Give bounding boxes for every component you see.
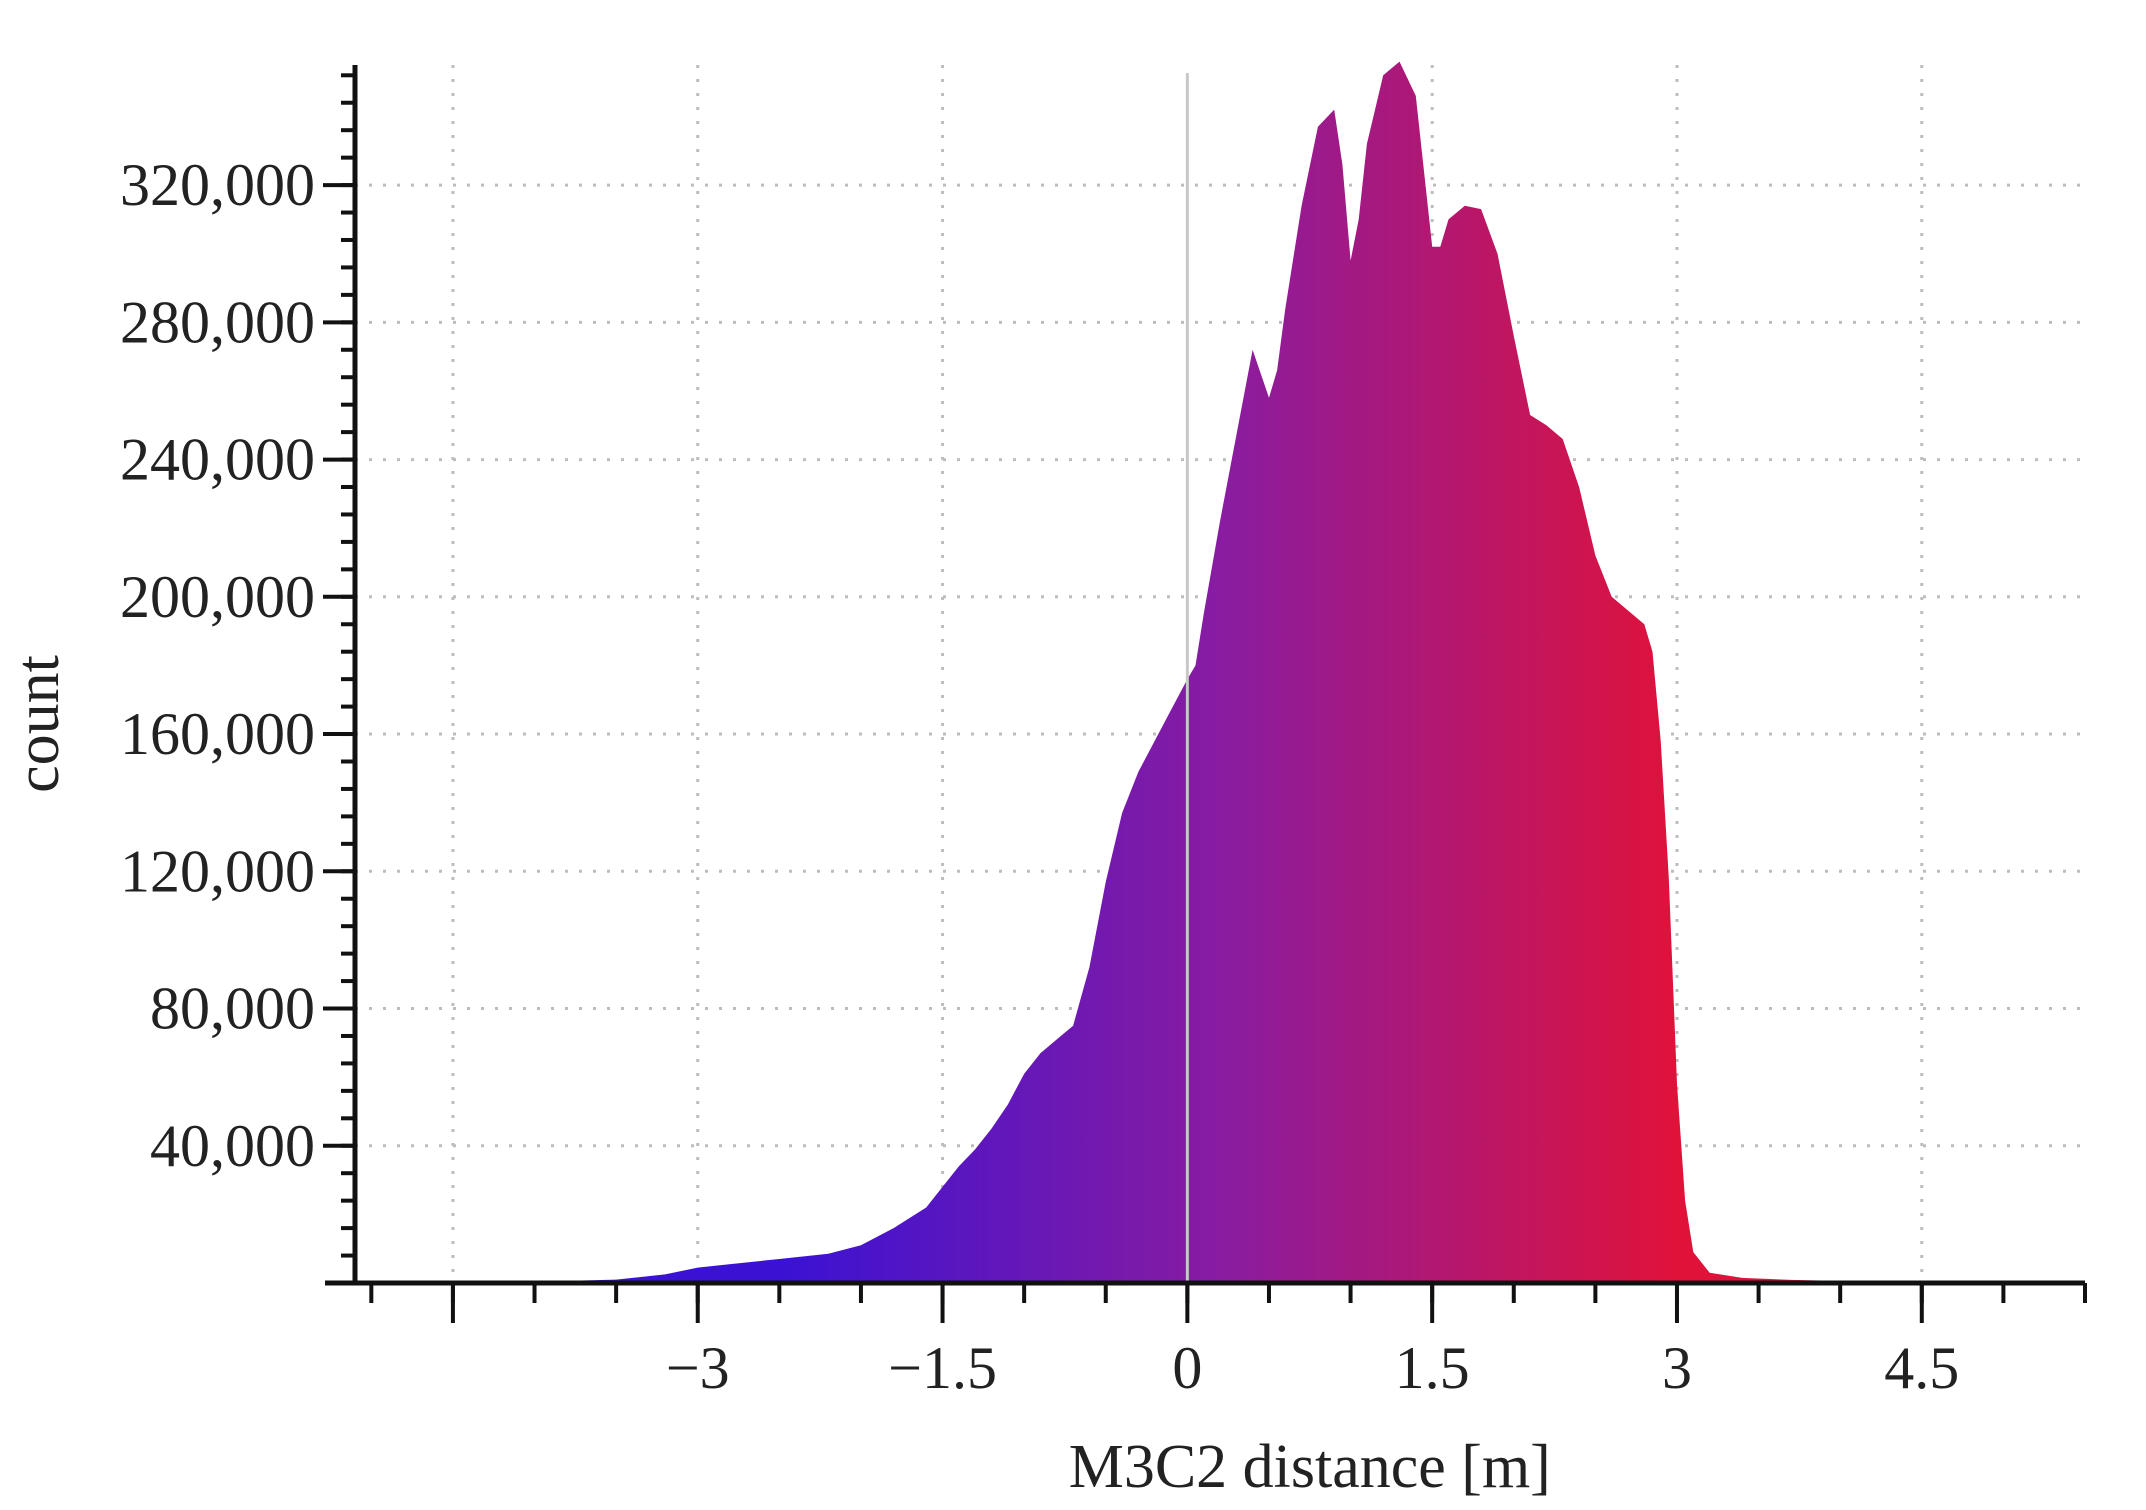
x-tick-label: 0	[1172, 1335, 1202, 1401]
histogram-area	[550, 61, 1939, 1284]
x-tick-label: 1.5	[1395, 1335, 1470, 1401]
y-tick-label: 80,000	[150, 976, 315, 1042]
y-tick-label: 240,000	[120, 427, 315, 493]
y-tick-label: 280,000	[120, 289, 315, 355]
x-tick-label: 4.5	[1884, 1335, 1959, 1401]
data-area	[550, 61, 1939, 1284]
x-tick-label: −1.5	[888, 1335, 997, 1401]
axes: 40,000 80,000 120,000 160,000 200,000 240,000…	[120, 65, 2087, 1401]
y-tick-label: 320,000	[120, 152, 315, 218]
x-axis-title: M3C2 distance [m]	[1069, 1433, 1551, 1501]
x-tick-label: 3	[1662, 1335, 1692, 1401]
y-tick-label: 200,000	[120, 564, 315, 630]
y-axis-title: count	[4, 655, 72, 793]
y-tick-label: 40,000	[150, 1113, 315, 1179]
y-tick-label: 160,000	[120, 701, 315, 767]
x-tick-label: −3	[666, 1335, 730, 1401]
y-tick-label: 120,000	[120, 838, 315, 904]
